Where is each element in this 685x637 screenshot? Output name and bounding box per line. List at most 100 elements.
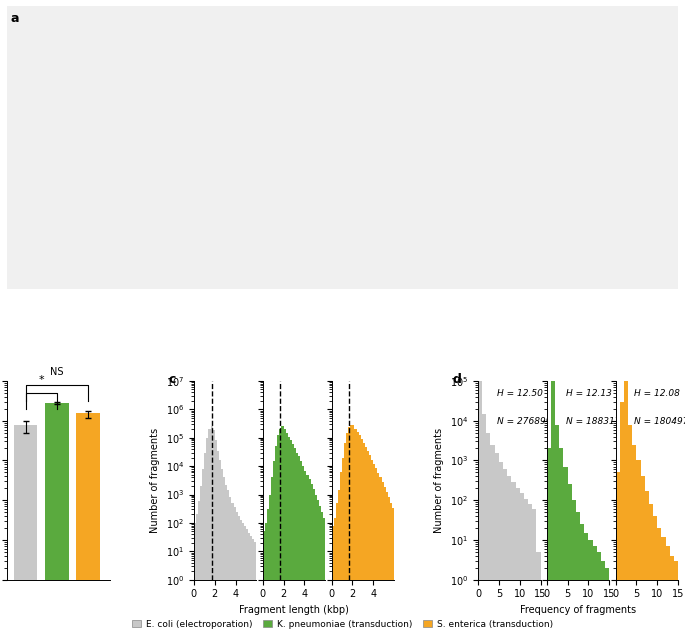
Bar (262, 531, 265, 637)
Bar (252, 539, 254, 637)
Bar (375, 468, 377, 637)
Bar (511, 482, 516, 637)
Bar (313, 489, 315, 637)
Bar (45, 403, 68, 637)
Bar (628, 424, 632, 637)
Bar (620, 402, 624, 637)
Bar (290, 440, 292, 637)
X-axis label: Frequency of fragments: Frequency of fragments (520, 605, 636, 615)
Text: NS: NS (50, 367, 64, 376)
Bar (250, 536, 252, 637)
Bar (670, 555, 674, 637)
Bar (540, 552, 545, 637)
Bar (273, 461, 275, 637)
Text: c: c (169, 373, 176, 386)
Legend: E. coli (electroporation), K. pneumoniae (transduction), S. enterica (transducti: E. coli (electroporation), K. pneumoniae… (129, 616, 556, 633)
Bar (229, 497, 232, 637)
Bar (334, 518, 336, 637)
Text: N = 276899: N = 276899 (497, 417, 551, 426)
Bar (344, 443, 346, 637)
Bar (311, 483, 313, 637)
Bar (369, 455, 371, 637)
Bar (572, 500, 576, 637)
Bar (221, 469, 223, 637)
Bar (346, 433, 348, 637)
Text: H = 12.50: H = 12.50 (497, 389, 543, 398)
X-axis label: Fragment length (kbp): Fragment length (kbp) (239, 605, 349, 615)
Bar (212, 431, 214, 637)
Bar (363, 443, 365, 637)
Bar (593, 546, 597, 637)
Bar (217, 450, 219, 637)
Bar (298, 456, 300, 637)
Bar (267, 510, 269, 637)
Text: N = 188317: N = 188317 (566, 417, 620, 426)
Bar (597, 552, 601, 637)
Bar (601, 561, 605, 637)
Bar (208, 429, 210, 637)
Bar (304, 471, 306, 637)
Bar (348, 427, 350, 637)
Bar (373, 464, 375, 637)
Bar (645, 491, 649, 637)
Bar (482, 413, 486, 637)
Bar (200, 486, 202, 637)
Bar (232, 503, 234, 637)
Bar (254, 541, 256, 637)
Bar (576, 512, 580, 637)
Bar (532, 509, 536, 637)
Bar (332, 526, 334, 637)
Bar (225, 485, 227, 637)
Bar (196, 514, 198, 637)
Bar (210, 426, 212, 637)
Bar (240, 520, 242, 637)
Text: *: * (38, 375, 44, 385)
Bar (580, 524, 584, 637)
Y-axis label: Number of fragments: Number of fragments (434, 427, 444, 533)
Bar (499, 462, 503, 637)
Bar (584, 533, 588, 637)
Bar (379, 477, 382, 637)
Bar (248, 533, 250, 637)
Bar (568, 484, 572, 637)
Bar (265, 523, 267, 637)
Bar (323, 518, 325, 637)
Bar (377, 473, 379, 637)
Bar (384, 487, 386, 637)
Bar (284, 429, 286, 637)
Bar (294, 448, 296, 637)
Bar (275, 447, 277, 637)
Bar (342, 457, 344, 637)
Bar (588, 540, 593, 637)
Bar (616, 473, 620, 637)
Bar (354, 429, 356, 637)
Bar (338, 489, 340, 637)
Text: N = 180497: N = 180497 (634, 417, 685, 426)
Bar (256, 580, 258, 637)
Bar (306, 475, 308, 637)
Bar (315, 494, 317, 637)
Bar (507, 476, 511, 637)
Bar (244, 526, 246, 637)
Bar (624, 378, 628, 637)
Bar (288, 436, 290, 637)
Bar (227, 490, 229, 637)
Y-axis label: Number of fragments: Number of fragments (150, 427, 160, 533)
Bar (555, 424, 559, 637)
Bar (478, 381, 482, 637)
Bar (365, 447, 367, 637)
Bar (214, 440, 217, 637)
Bar (300, 461, 302, 637)
Bar (14, 424, 37, 637)
Bar (394, 580, 396, 637)
Bar (382, 482, 384, 637)
Bar (198, 501, 200, 637)
Bar (658, 528, 662, 637)
Bar (238, 515, 240, 637)
Bar (636, 461, 640, 637)
Bar (246, 529, 248, 637)
Bar (520, 493, 524, 637)
Bar (490, 445, 495, 637)
Bar (359, 436, 361, 637)
Bar (610, 580, 614, 637)
